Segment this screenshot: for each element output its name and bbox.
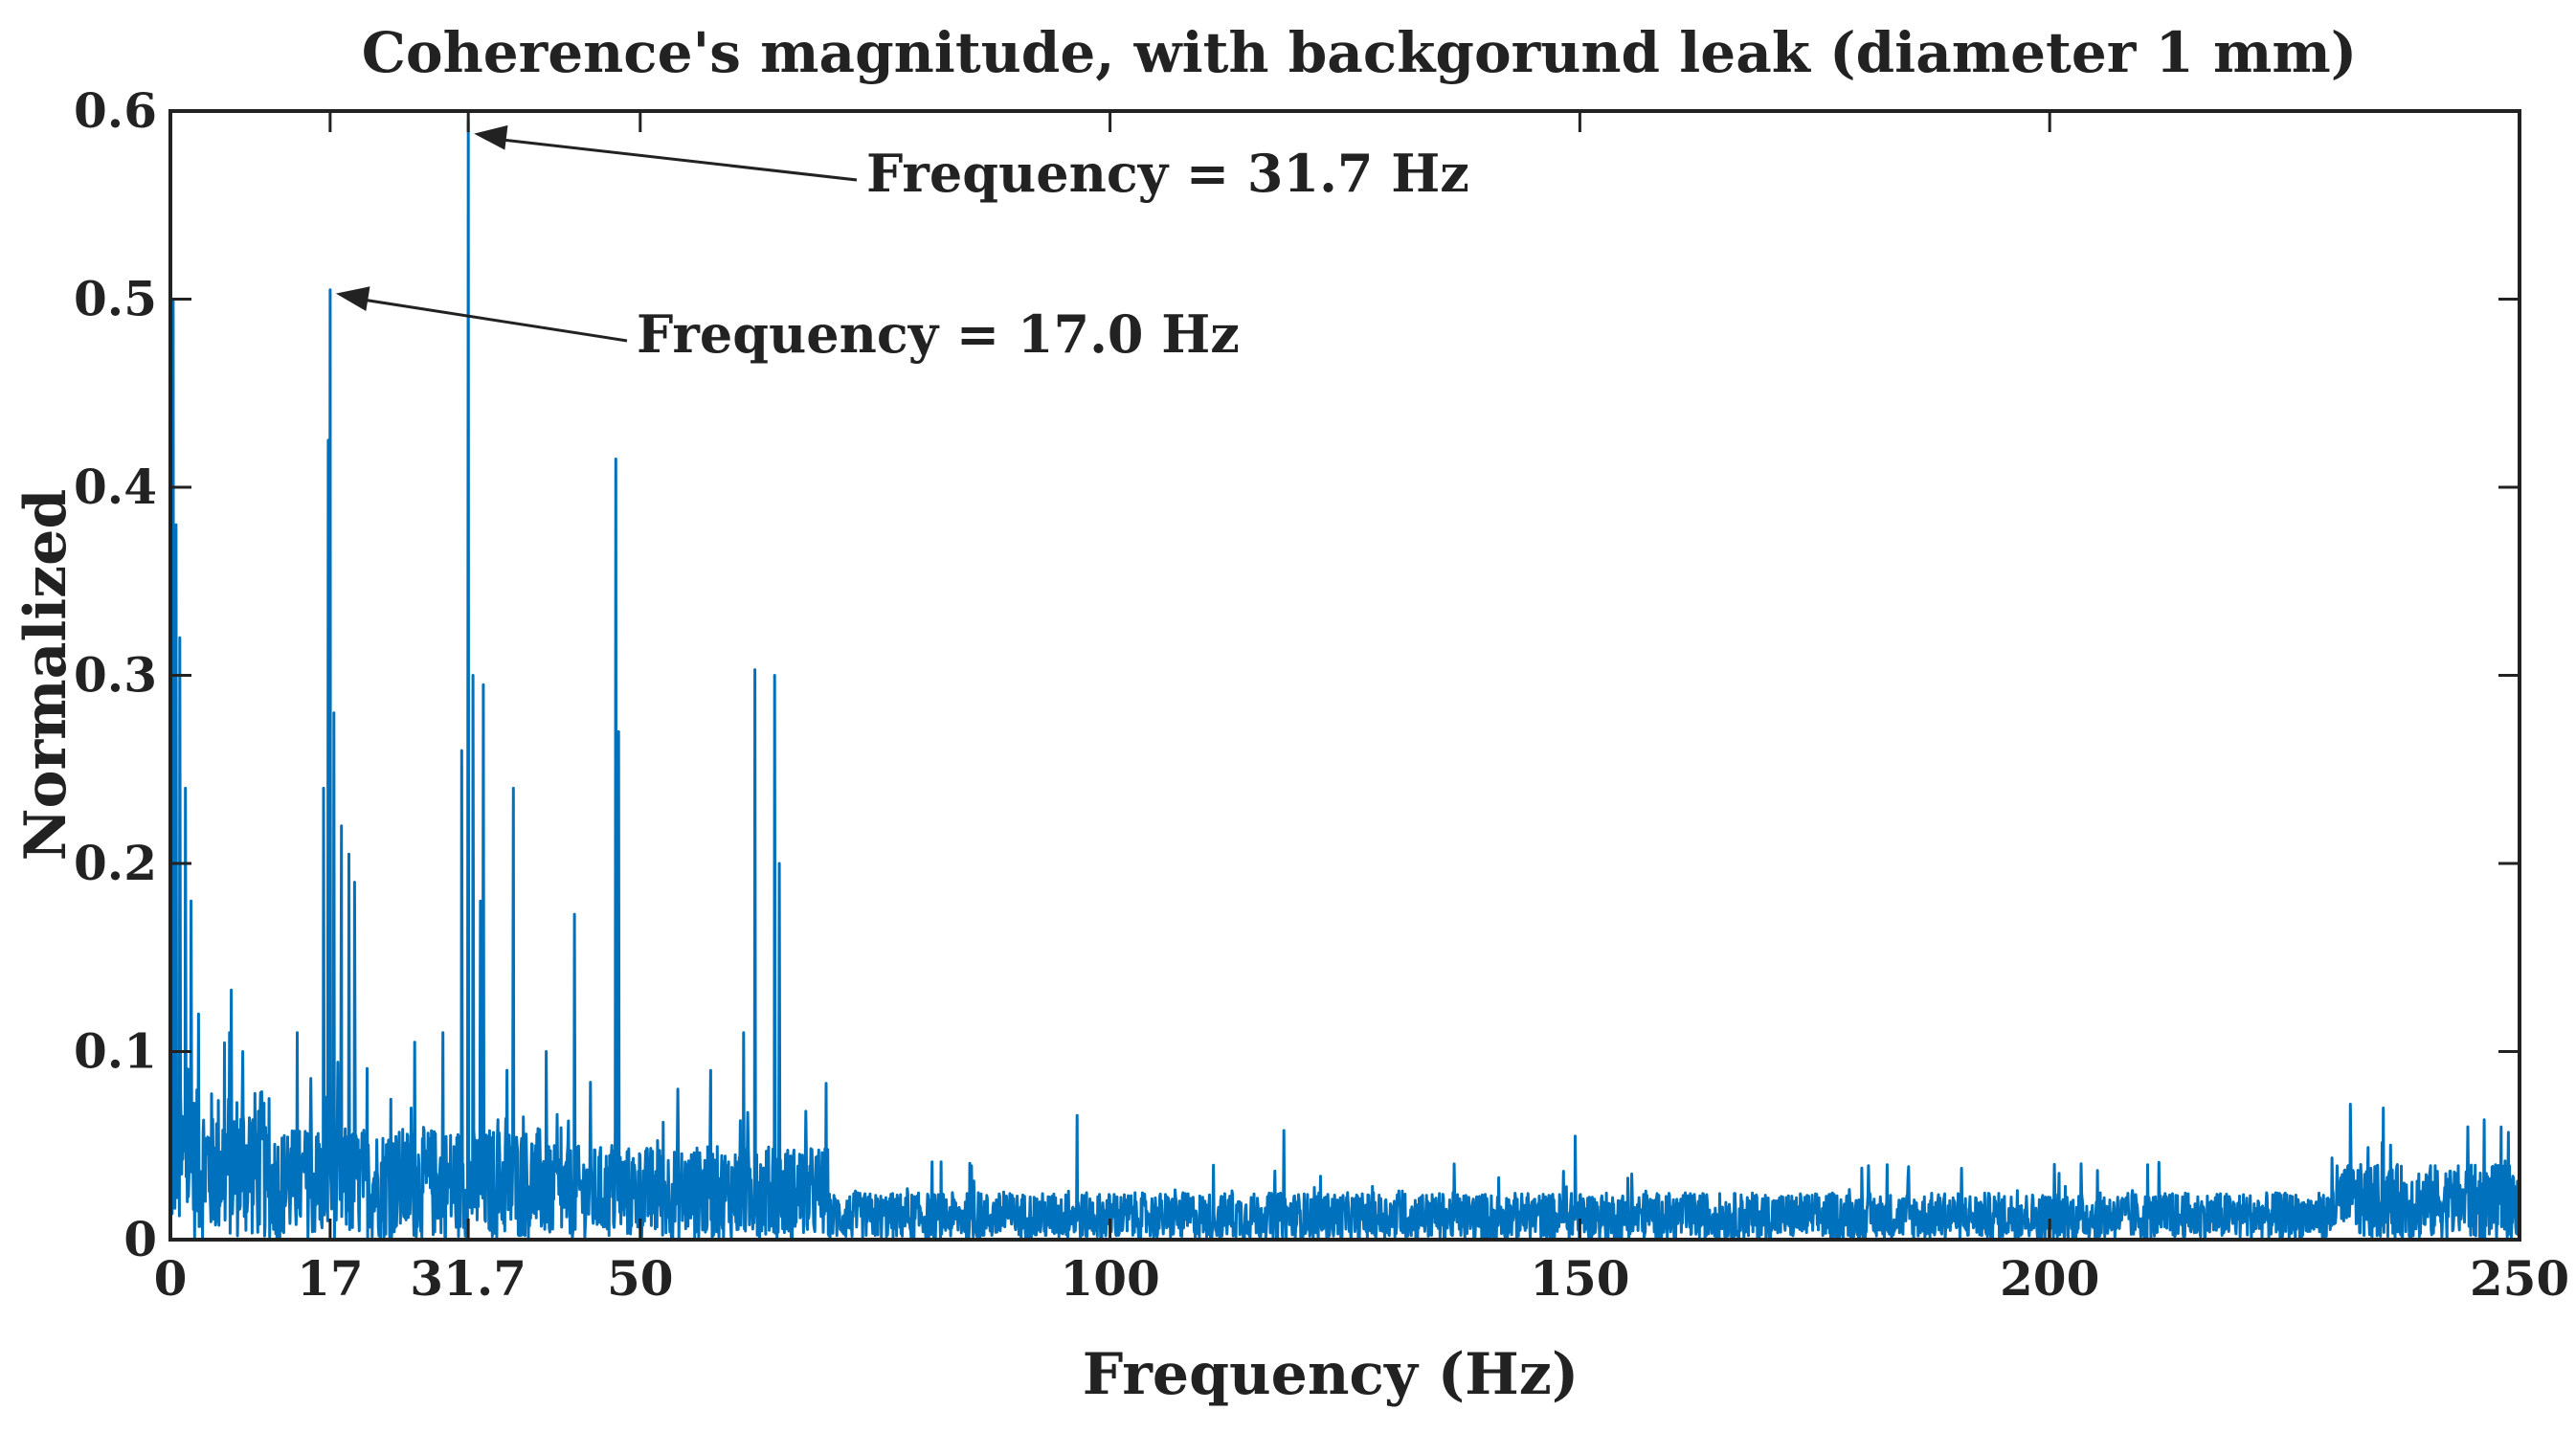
x-axis-label: Frequency (Hz) bbox=[1083, 1341, 1579, 1408]
y-axis-label: Normalized bbox=[12, 489, 79, 862]
x-tick-label: 50 bbox=[607, 1250, 674, 1307]
y-axis: 0 0.1 0.2 0.3 0.4 0.5 0.6 bbox=[74, 82, 2520, 1267]
annotation-arrow-line bbox=[498, 138, 858, 182]
x-tick-label: 150 bbox=[1530, 1250, 1629, 1307]
plot-frame bbox=[168, 109, 2521, 1242]
x-tick-label: 17 bbox=[297, 1250, 364, 1307]
y-tick-label: 0.3 bbox=[74, 647, 157, 704]
y-tick-label: 0.2 bbox=[74, 835, 157, 891]
annotation-label: Frequency = 31.7 Hz bbox=[866, 143, 1469, 204]
annotation-arrowhead bbox=[335, 286, 370, 311]
annotation-label: Frequency = 17.0 Hz bbox=[637, 303, 1240, 365]
annotations: Frequency = 31.7 Hz Frequency = 17.0 Hz bbox=[335, 124, 1469, 365]
x-tick-label: 100 bbox=[1060, 1250, 1159, 1307]
x-tick-label: 250 bbox=[2470, 1250, 2569, 1307]
y-tick-label: 0.1 bbox=[74, 1023, 157, 1080]
plot-area bbox=[168, 109, 2521, 1242]
series-line bbox=[168, 119, 2521, 1242]
x-axis: 0 17 31.7 50 100 150 200 250 bbox=[154, 111, 2569, 1307]
x-tick-label: 200 bbox=[2000, 1250, 2099, 1307]
y-tick-label: 0.5 bbox=[74, 271, 157, 327]
x-tick-label: 0 bbox=[154, 1250, 188, 1307]
y-tick-label: 0.4 bbox=[74, 459, 157, 515]
chart-title: Coherence's magnitude, with backgorund l… bbox=[362, 20, 2357, 85]
annotation-arrowhead bbox=[474, 124, 508, 150]
y-tick-label: 0 bbox=[123, 1211, 157, 1267]
annotation-arrow-line bbox=[360, 298, 628, 343]
x-tick-label: 31.7 bbox=[410, 1250, 526, 1307]
y-tick-label: 0.6 bbox=[74, 82, 157, 139]
